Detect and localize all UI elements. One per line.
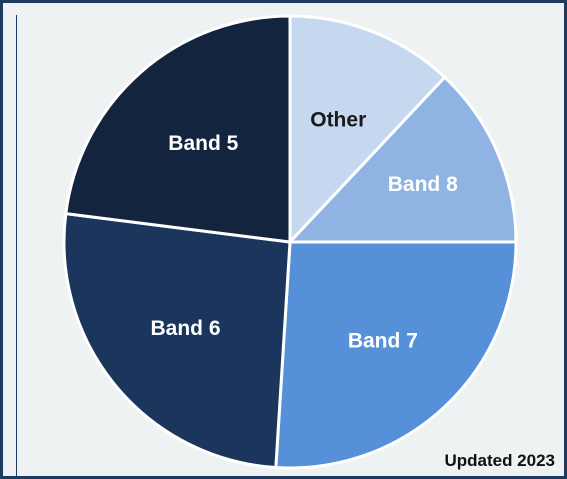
frame-inner-line — [16, 15, 17, 476]
pie-slice-band-6 — [62, 212, 292, 470]
slice-label-band-6: Band 6 — [151, 317, 221, 340]
pie-slice-band-8 — [288, 75, 518, 244]
slice-label-other: Other — [310, 109, 366, 132]
slice-label-band-8: Band 8 — [388, 173, 458, 196]
pie-slice-band-5 — [64, 14, 292, 244]
updated-note: Updated 2023 — [444, 451, 555, 470]
slice-label-band-5: Band 5 — [168, 132, 238, 155]
slice-label-band-7: Band 7 — [348, 329, 418, 352]
pie-slice-other — [288, 14, 447, 244]
pie-slice-band-7 — [274, 240, 518, 470]
